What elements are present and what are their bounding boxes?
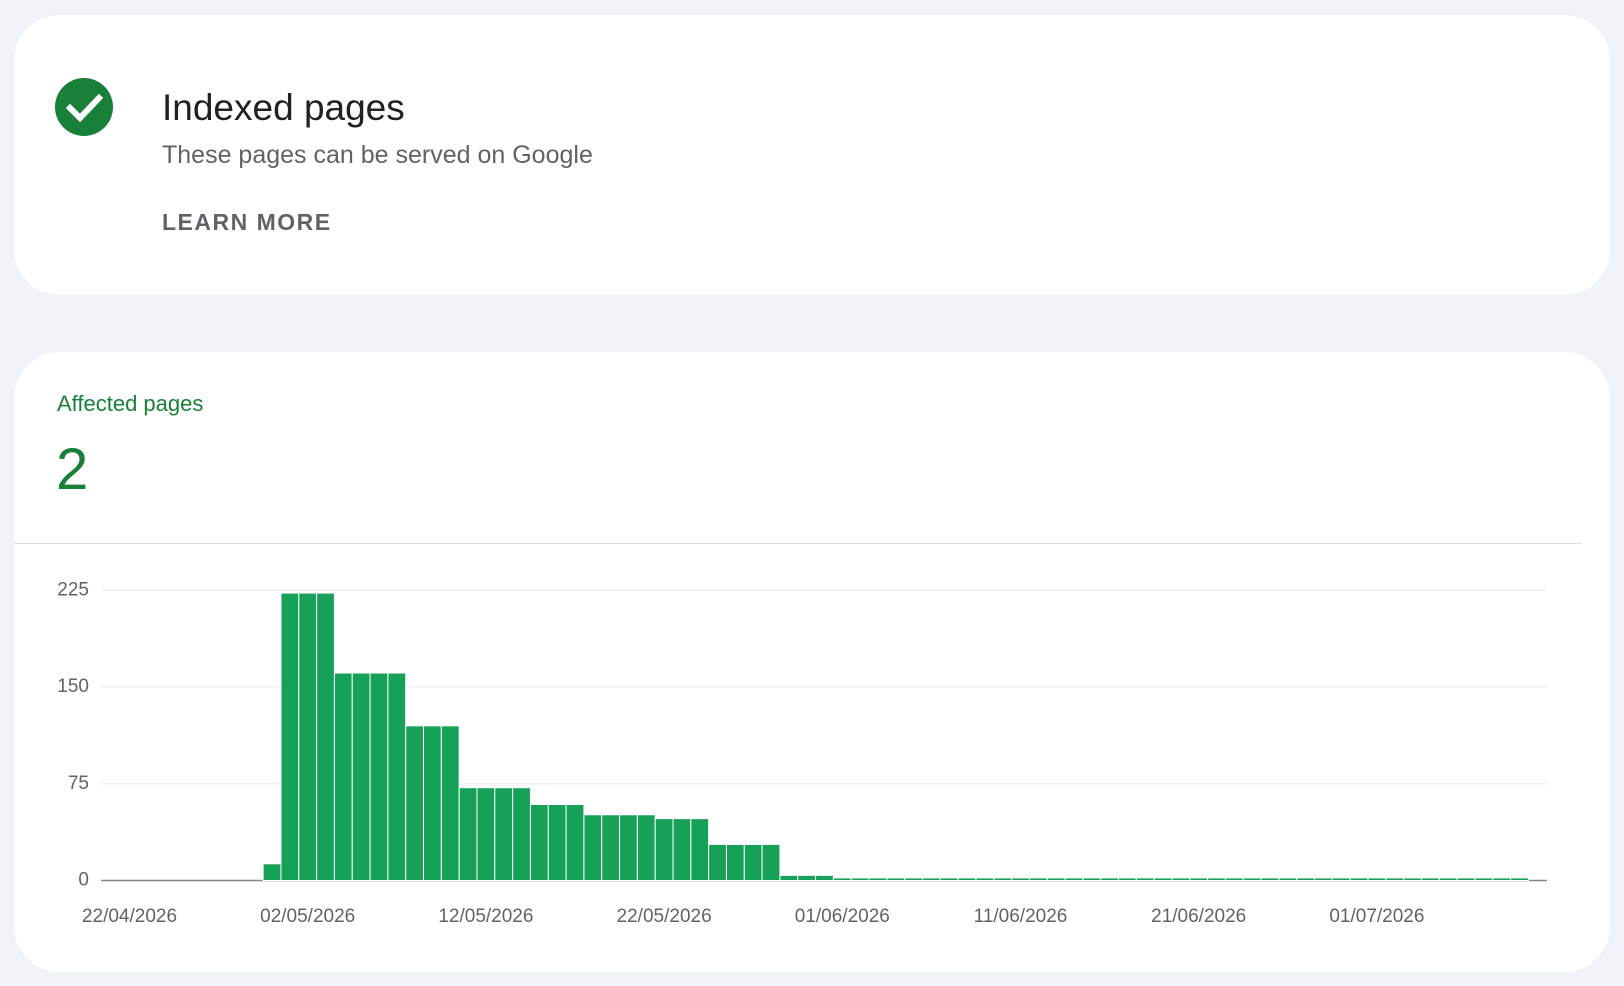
bar (351, 672, 371, 881)
bar (743, 843, 763, 882)
status-card: Indexed pages These pages can be served … (14, 15, 1610, 295)
bar (512, 787, 531, 882)
bar (1064, 877, 1084, 882)
bar (1314, 877, 1333, 882)
x-tick-label: 21/06/2026 (1151, 906, 1246, 927)
bar (1456, 877, 1476, 882)
bar (1278, 877, 1298, 882)
bar (1474, 877, 1494, 882)
bar (636, 814, 656, 881)
bar (975, 877, 995, 882)
bar (1100, 877, 1120, 882)
bar (921, 877, 941, 882)
bar (494, 787, 514, 882)
bar (690, 818, 710, 882)
bar (761, 843, 781, 882)
bar (815, 874, 834, 881)
bar (1242, 877, 1262, 882)
bar (1153, 877, 1173, 882)
x-tick-label: 22/04/2026 (82, 906, 177, 927)
bar (601, 814, 621, 881)
card-title: Indexed pages (162, 87, 405, 128)
bar (1118, 877, 1137, 882)
bar (583, 814, 603, 881)
bar (957, 877, 977, 882)
bar (423, 725, 442, 881)
bar (725, 843, 745, 882)
bar (1028, 877, 1048, 882)
bar (1171, 877, 1191, 882)
bar (993, 877, 1013, 882)
bar (1492, 877, 1512, 882)
bar (619, 814, 638, 881)
bar (547, 803, 567, 882)
bar (565, 803, 585, 882)
x-tick-label: 11/06/2026 (974, 906, 1068, 927)
y-tick-label: 225 (57, 580, 89, 601)
bar (654, 818, 674, 882)
bar (1331, 877, 1351, 882)
y-tick-label: 0 (78, 870, 89, 891)
bar (886, 877, 906, 882)
bar (476, 787, 496, 882)
bar (1385, 877, 1405, 882)
bar (405, 725, 425, 881)
bar (387, 672, 407, 881)
bar (1438, 877, 1458, 882)
divider (14, 543, 1582, 544)
bar (779, 874, 799, 881)
bar (1046, 877, 1066, 882)
y-tick-label: 75 (68, 773, 89, 794)
bar (850, 877, 870, 882)
bar (1420, 877, 1440, 882)
bar (797, 874, 817, 881)
bar (1082, 877, 1102, 882)
metric-label: Affected pages (57, 391, 204, 416)
bar (458, 787, 478, 882)
bar (333, 672, 353, 881)
check-icon (55, 78, 113, 136)
bar (904, 877, 923, 882)
bar (529, 803, 549, 882)
bar (262, 863, 282, 882)
bar (1296, 877, 1316, 882)
bar (939, 877, 959, 882)
bar (316, 592, 335, 881)
bar (1367, 877, 1387, 882)
bar (298, 592, 318, 881)
card-subtitle: These pages can be served on Google (162, 141, 593, 169)
bar (1510, 877, 1529, 882)
bar (1189, 877, 1209, 882)
x-tick-label: 01/06/2026 (795, 906, 890, 927)
bar (1224, 877, 1244, 882)
bar (868, 877, 888, 882)
bar (1135, 877, 1155, 882)
bar (832, 877, 852, 882)
metric-value: 2 (56, 437, 89, 502)
bar (440, 725, 460, 881)
bar (1403, 877, 1422, 882)
y-tick-label: 150 (57, 676, 89, 697)
x-tick-label: 02/05/2026 (260, 906, 355, 927)
bar (369, 672, 389, 881)
bar (1207, 877, 1226, 882)
bar (708, 843, 727, 882)
x-tick-label: 22/05/2026 (617, 906, 712, 927)
x-tick-label: 12/05/2026 (438, 906, 533, 927)
learn-more-button[interactable]: LEARN MORE (162, 209, 332, 235)
bar (1011, 877, 1030, 882)
bar (672, 818, 692, 882)
bar (280, 592, 300, 881)
bar (1349, 877, 1369, 882)
bar (1260, 877, 1280, 882)
x-tick-label: 01/07/2026 (1329, 906, 1424, 927)
